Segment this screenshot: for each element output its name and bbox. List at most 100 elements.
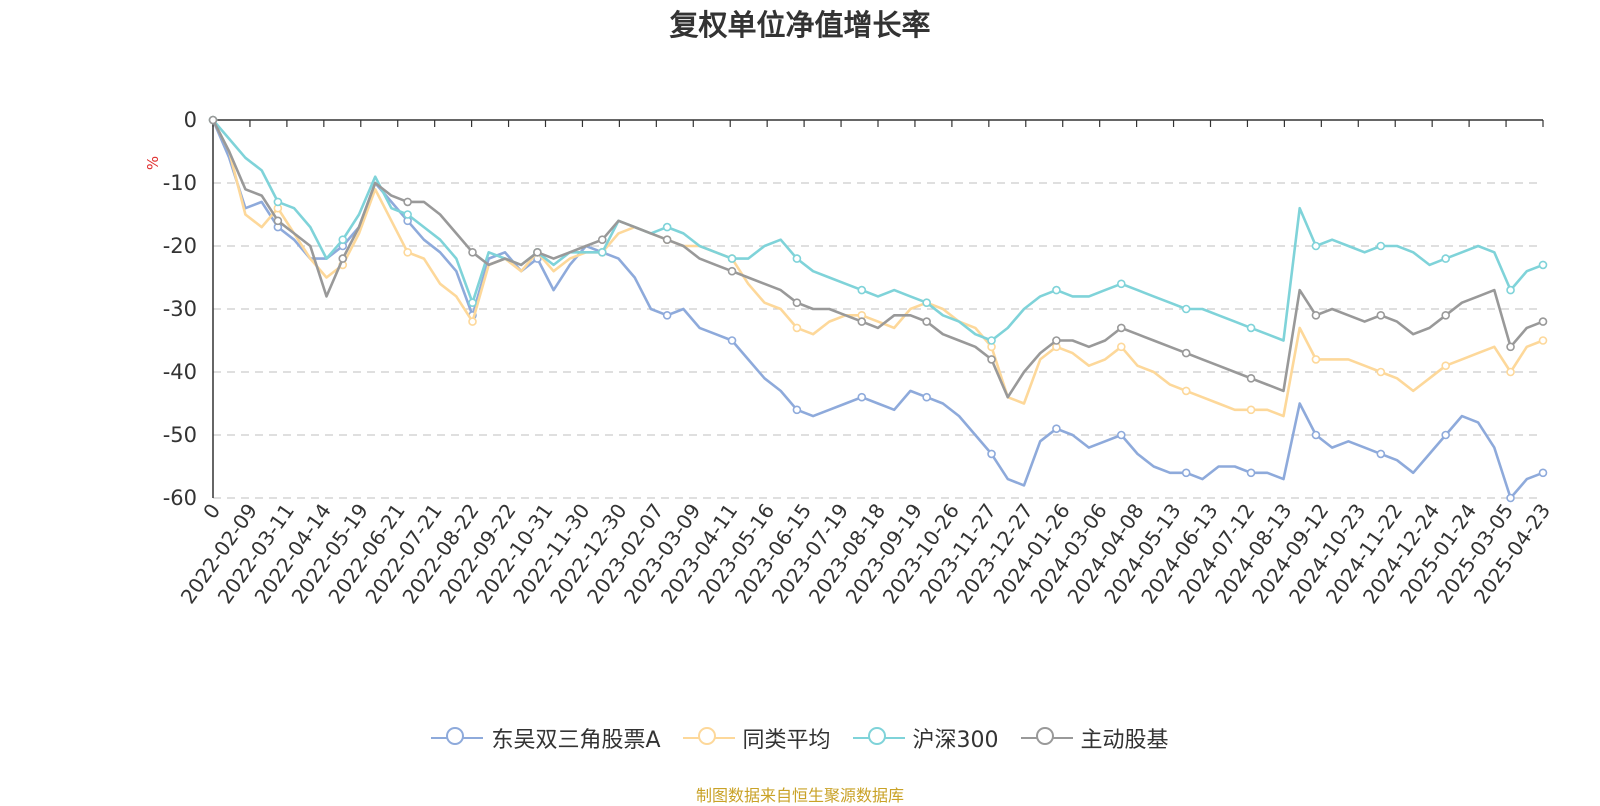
series-point bbox=[1376, 310, 1386, 320]
legend-item[interactable]: 同类平均 bbox=[682, 722, 831, 754]
series-point bbox=[468, 317, 477, 326]
series-point bbox=[533, 248, 542, 257]
series-point bbox=[1538, 336, 1548, 345]
series-point bbox=[922, 298, 931, 308]
series-point bbox=[1311, 430, 1321, 440]
legend-swatch-marker bbox=[1035, 727, 1054, 745]
series-point bbox=[1311, 241, 1321, 251]
y-tick-label: -30 bbox=[163, 297, 197, 321]
series-point bbox=[1116, 342, 1126, 352]
series-point bbox=[403, 210, 412, 219]
series-point bbox=[1538, 468, 1548, 478]
series-point bbox=[1116, 279, 1126, 289]
series-point bbox=[662, 235, 672, 244]
series-point bbox=[1246, 405, 1256, 415]
legend-label: 主动股基 bbox=[1080, 728, 1169, 753]
legend-item[interactable]: 主动股基 bbox=[1020, 722, 1169, 754]
source-note: 制图数据来自恒生聚源数据库 bbox=[695, 786, 904, 805]
y-tick-label: 0 bbox=[184, 108, 197, 132]
series-point bbox=[857, 392, 867, 402]
series-point bbox=[727, 254, 737, 263]
series-point bbox=[1246, 373, 1256, 383]
series-point bbox=[403, 248, 412, 257]
series-line-2 bbox=[211, 119, 1544, 418]
series-point bbox=[597, 248, 607, 257]
series-point bbox=[1506, 493, 1515, 503]
series-point bbox=[662, 310, 672, 320]
series-point bbox=[338, 254, 348, 263]
legend-swatch bbox=[682, 726, 735, 750]
series-lines bbox=[208, 115, 1548, 503]
series-point bbox=[1181, 304, 1191, 314]
series-point bbox=[1181, 386, 1191, 396]
series-point bbox=[1538, 260, 1548, 270]
series-point bbox=[1311, 310, 1321, 320]
series-point bbox=[1116, 430, 1126, 440]
series-point bbox=[1052, 336, 1061, 345]
series-point bbox=[1538, 317, 1548, 326]
y-tick-label: -10 bbox=[163, 171, 197, 195]
series-point bbox=[727, 336, 737, 345]
legend-label: 同类平均 bbox=[742, 728, 831, 753]
y-tick-label: -40 bbox=[163, 360, 197, 384]
legend-label: 沪深300 bbox=[912, 728, 999, 753]
series-point bbox=[987, 355, 996, 364]
series-point bbox=[208, 115, 218, 125]
legend-swatch-marker bbox=[697, 727, 716, 745]
series-point bbox=[468, 298, 477, 308]
series-point bbox=[1376, 367, 1386, 377]
series-point bbox=[922, 392, 931, 402]
series-point bbox=[987, 336, 996, 345]
series-point bbox=[597, 235, 607, 244]
legend-label: 东吴双三角股票A bbox=[491, 728, 661, 753]
series-point bbox=[1181, 348, 1191, 358]
series-point bbox=[1246, 323, 1256, 333]
y-tick-label: -20 bbox=[163, 234, 197, 258]
x-tick-label: 0 bbox=[198, 499, 225, 523]
legend-item[interactable]: 沪深300 bbox=[852, 722, 999, 754]
series-point bbox=[1441, 310, 1450, 320]
series-point bbox=[1311, 355, 1321, 364]
series-point bbox=[792, 405, 802, 415]
y-axis-label: % bbox=[144, 156, 162, 170]
series-line-4 bbox=[211, 119, 1544, 399]
legend-swatch bbox=[431, 726, 484, 750]
y-tick-label: -60 bbox=[163, 486, 197, 510]
series-point bbox=[857, 317, 867, 326]
legend-swatch-marker bbox=[867, 727, 886, 745]
series-point bbox=[1441, 430, 1450, 440]
series-point bbox=[792, 254, 802, 263]
series-point bbox=[273, 197, 283, 207]
grid-lines bbox=[213, 182, 1543, 499]
series-point bbox=[1441, 361, 1450, 371]
series-line-1 bbox=[211, 119, 1544, 500]
series-point bbox=[338, 235, 348, 244]
series-point bbox=[792, 298, 802, 308]
series-point bbox=[468, 248, 477, 257]
series-point bbox=[857, 285, 867, 295]
series-point bbox=[1506, 342, 1515, 352]
series-point bbox=[987, 449, 996, 459]
series-point bbox=[1181, 468, 1191, 478]
series-point bbox=[1376, 241, 1386, 251]
series-point bbox=[1116, 323, 1126, 333]
legend: 东吴双三角股票A 同类平均 沪深300 主动股基 bbox=[0, 722, 1600, 754]
series-point bbox=[1506, 367, 1515, 377]
series-point bbox=[1246, 468, 1256, 478]
legend-swatch bbox=[1020, 726, 1073, 750]
series-point bbox=[662, 222, 672, 232]
series-point bbox=[273, 216, 283, 226]
series-point bbox=[1506, 285, 1515, 295]
series-point bbox=[1376, 449, 1386, 459]
line-chart: 0-10-20-30-40-50-60%02022-02-092022-03-1… bbox=[144, 108, 1555, 608]
chart-title: 复权单位净值增长率 bbox=[669, 8, 931, 42]
legend-item[interactable]: 东吴双三角股票A bbox=[431, 722, 661, 754]
series-point bbox=[1052, 424, 1061, 434]
series-point bbox=[792, 323, 802, 333]
series-point bbox=[727, 266, 737, 276]
legend-swatch bbox=[852, 726, 905, 750]
series-point bbox=[1052, 285, 1061, 295]
series-point bbox=[1441, 254, 1450, 263]
series-point bbox=[403, 197, 412, 207]
series-point bbox=[922, 317, 931, 326]
